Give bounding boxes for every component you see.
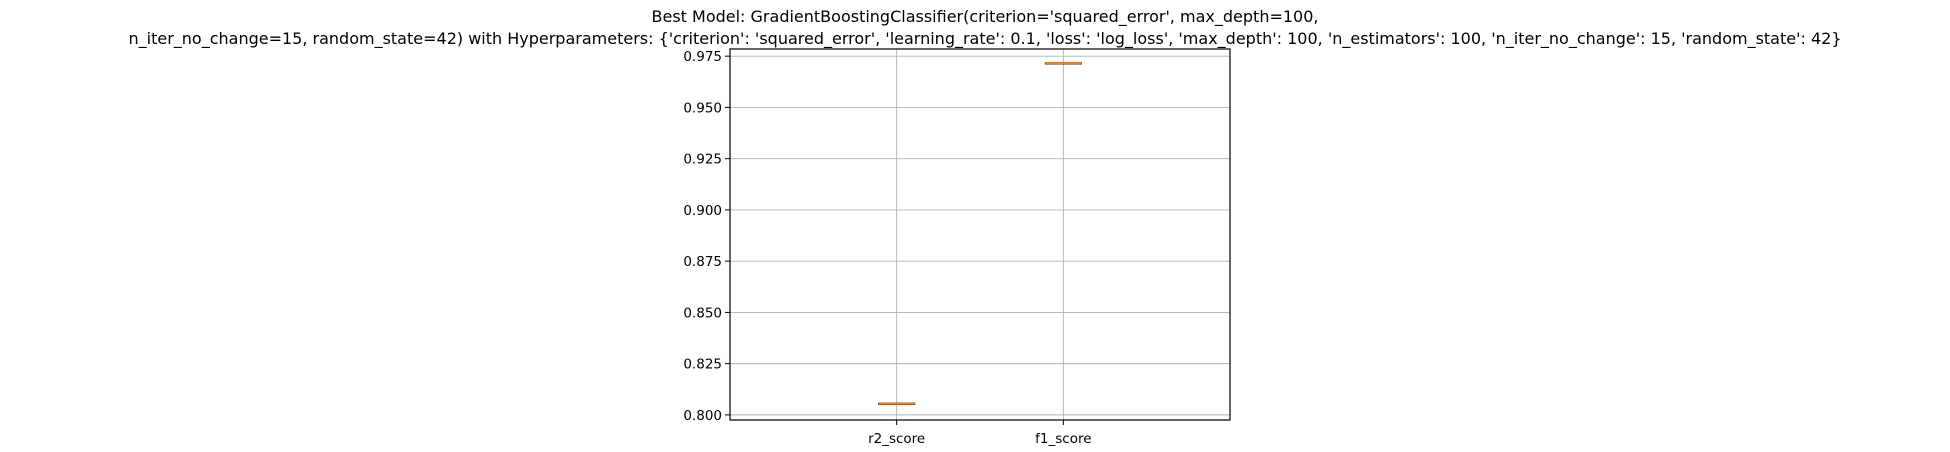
y-tick-label: 0.950	[683, 100, 722, 116]
x-tick-label: r2_score	[868, 431, 925, 447]
y-tick-label: 0.900	[683, 203, 722, 219]
chart-title-line-2: n_iter_no_change=15, random_state=42) wi…	[128, 29, 1841, 49]
box-series	[878, 62, 1082, 405]
chart-title-line-1: Best Model: GradientBoostingClassifier(c…	[652, 7, 1319, 27]
grid-lines	[730, 49, 1230, 420]
y-tick-label: 0.825	[683, 357, 722, 373]
y-tick-label: 0.800	[683, 408, 722, 424]
y-tick-label: 0.925	[683, 152, 722, 168]
y-tick-label: 0.875	[683, 254, 722, 270]
axis-ticks: 0.800 0.825 0.850 0.875 0.900 0.925 0.950 0.975…	[683, 49, 1091, 447]
y-tick-label: 0.850	[683, 305, 722, 321]
x-tick-label: f1_score	[1035, 431, 1091, 447]
plot-area-frame	[729, 48, 1231, 421]
y-tick-label: 0.975	[683, 49, 722, 65]
